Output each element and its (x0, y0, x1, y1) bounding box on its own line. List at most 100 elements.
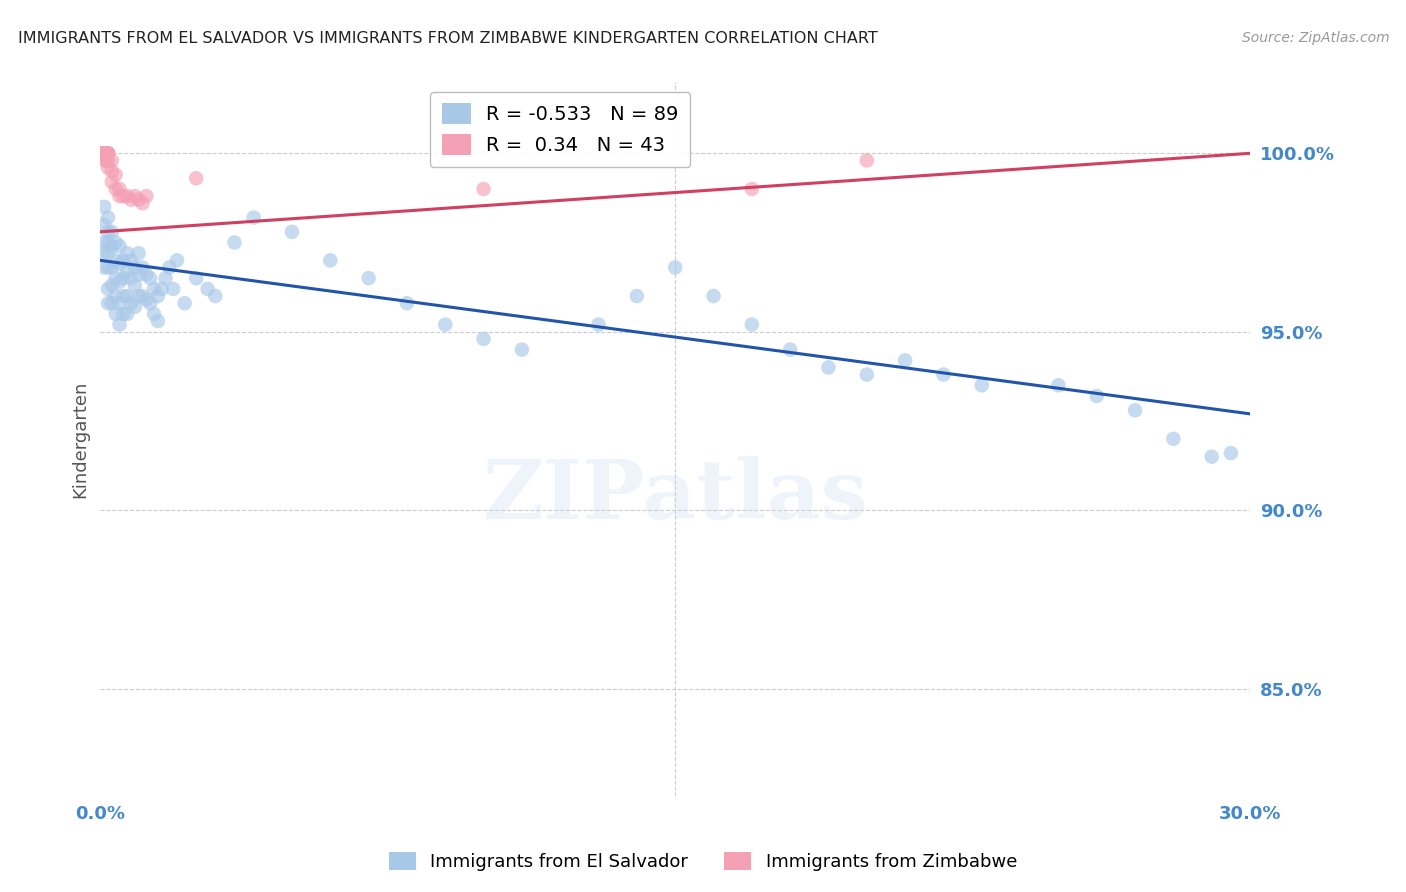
Legend: Immigrants from El Salvador, Immigrants from Zimbabwe: Immigrants from El Salvador, Immigrants … (381, 845, 1025, 879)
Point (101, 164, 124, 178)
Point (204, 289, 226, 303)
Point (135, 293, 157, 307)
Point (104, 235, 127, 250)
Text: Source: ZipAtlas.com: Source: ZipAtlas.com (1241, 31, 1389, 45)
Point (97, 146, 120, 161)
Point (128, 289, 150, 303)
Point (97, 146, 120, 161)
Point (664, 260, 686, 275)
Point (97, 260, 120, 275)
Point (131, 196, 153, 211)
Point (101, 153, 124, 168)
Point (108, 257, 131, 271)
Point (124, 189, 146, 203)
Point (281, 225, 304, 239)
Point (108, 239, 131, 253)
Point (93, 246, 115, 260)
Point (115, 189, 138, 203)
Point (93, 146, 115, 161)
Point (626, 289, 648, 303)
Point (94, 153, 117, 168)
Point (124, 278, 146, 293)
Point (115, 264, 138, 278)
Point (108, 275, 131, 289)
Point (779, 343, 801, 357)
Point (395, 296, 418, 310)
Point (120, 296, 142, 310)
Point (94, 153, 117, 168)
Point (186, 271, 208, 285)
Point (97, 211, 120, 225)
Point (128, 193, 150, 207)
Point (817, 360, 839, 375)
Point (112, 189, 135, 203)
Point (146, 314, 169, 328)
Point (970, 378, 993, 392)
Point (197, 282, 219, 296)
Point (112, 307, 135, 321)
Point (112, 253, 135, 268)
Point (146, 289, 169, 303)
Point (120, 193, 142, 207)
Point (124, 300, 146, 314)
Legend: R = -0.533   N = 89, R =  0.34   N = 43: R = -0.533 N = 89, R = 0.34 N = 43 (430, 92, 690, 167)
Point (93, 260, 115, 275)
Point (91, 146, 114, 161)
Point (97, 153, 120, 168)
Point (224, 235, 246, 250)
Point (150, 282, 173, 296)
Point (93, 146, 115, 161)
Point (93, 146, 115, 161)
Point (856, 368, 879, 382)
Point (242, 211, 264, 225)
Point (94, 146, 117, 161)
Point (94, 146, 117, 161)
Point (112, 289, 135, 303)
Point (173, 296, 195, 310)
Point (108, 189, 131, 203)
Point (155, 271, 177, 285)
Point (472, 332, 495, 346)
Point (104, 289, 127, 303)
Point (93, 235, 115, 250)
Point (131, 289, 153, 303)
Point (93, 146, 115, 161)
Point (128, 268, 150, 282)
Text: ZIPatlas: ZIPatlas (482, 456, 868, 536)
Point (91, 146, 114, 161)
Point (186, 171, 208, 186)
Point (97, 296, 120, 310)
Point (97, 161, 120, 175)
Point (101, 278, 124, 293)
Point (319, 253, 342, 268)
Point (104, 182, 127, 196)
Point (115, 289, 138, 303)
Point (143, 307, 166, 321)
Point (97, 146, 120, 161)
Point (120, 271, 142, 285)
Point (1201, 450, 1223, 464)
Point (741, 182, 763, 196)
Point (101, 239, 124, 253)
Point (93, 146, 115, 161)
Point (101, 296, 124, 310)
Point (104, 168, 127, 182)
Point (131, 260, 153, 275)
Point (139, 271, 162, 285)
Point (104, 253, 127, 268)
Point (1123, 403, 1146, 417)
Point (91, 146, 114, 161)
Point (93, 146, 115, 161)
Point (588, 318, 610, 332)
Point (93, 146, 115, 161)
Point (108, 318, 131, 332)
Point (108, 296, 131, 310)
Point (1163, 432, 1185, 446)
Point (112, 271, 135, 285)
Y-axis label: Kindergarten: Kindergarten (72, 380, 89, 498)
Point (101, 260, 124, 275)
Point (97, 225, 120, 239)
Point (162, 282, 184, 296)
Point (143, 282, 166, 296)
Point (93, 200, 115, 214)
